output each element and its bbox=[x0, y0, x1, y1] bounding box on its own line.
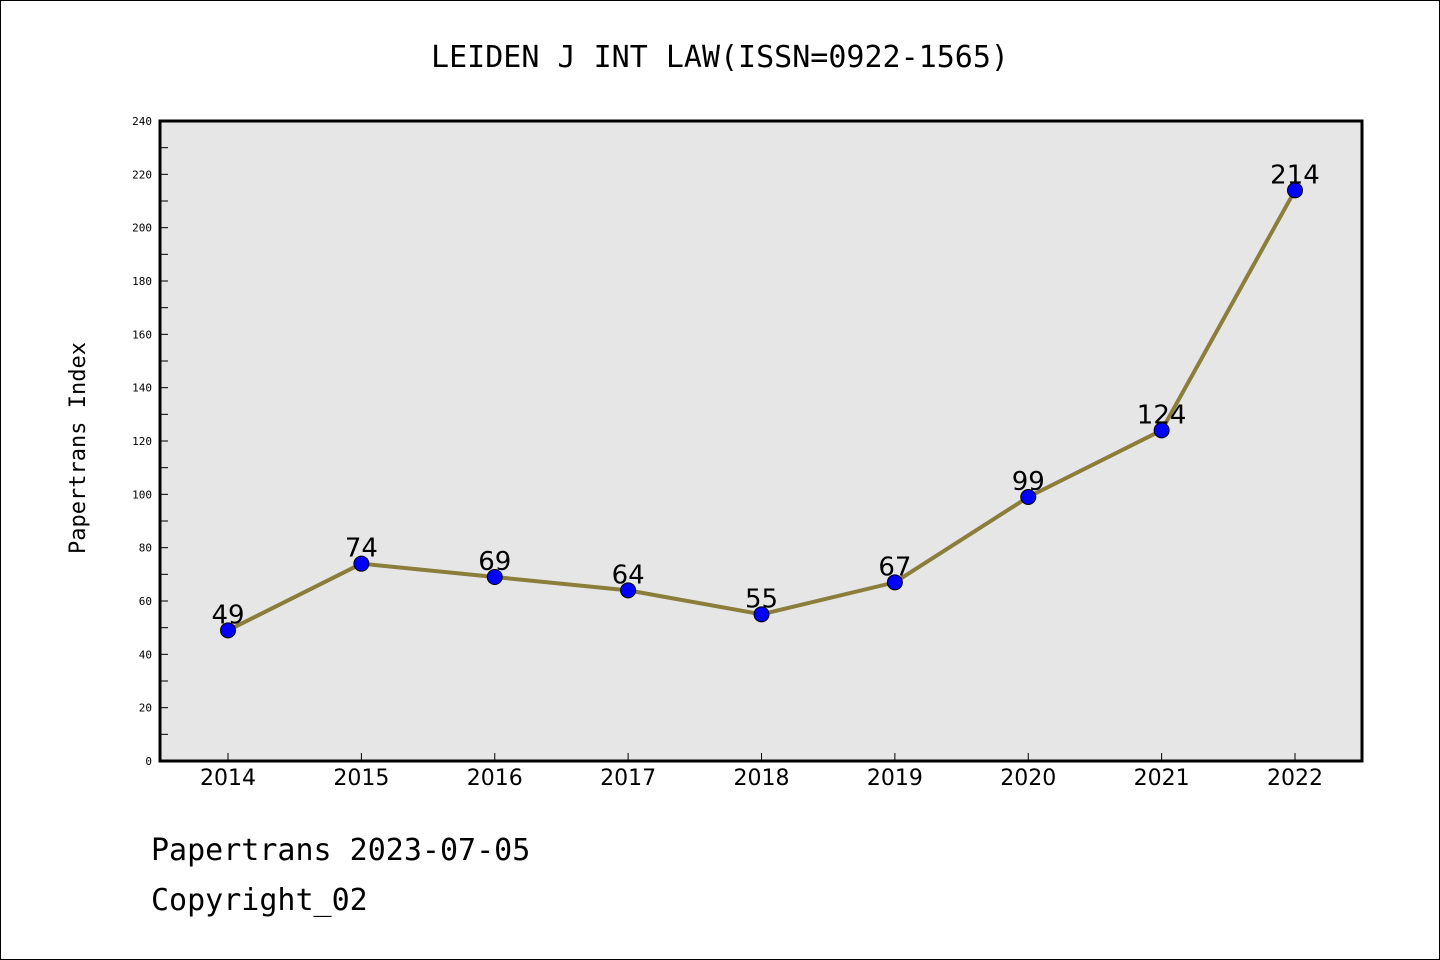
y-tick-label: 160 bbox=[132, 328, 152, 341]
y-tick-label: 60 bbox=[139, 595, 152, 608]
chart-title: LEIDEN J INT LAW(ISSN=0922-1565) bbox=[431, 40, 1009, 75]
y-tick-label: 200 bbox=[132, 222, 152, 235]
data-value-label: 55 bbox=[745, 584, 778, 614]
y-axis-label: Papertrans Index bbox=[66, 342, 91, 554]
y-tick-label: 120 bbox=[132, 435, 152, 448]
y-tick-label: 220 bbox=[132, 168, 152, 181]
x-tick-label: 2018 bbox=[734, 766, 790, 791]
data-point bbox=[220, 622, 236, 639]
y-tick-label: 80 bbox=[139, 542, 152, 555]
data-value-label: 64 bbox=[612, 560, 645, 590]
footer-copyright: Copyright_02 bbox=[151, 883, 368, 918]
x-tick-label: 2019 bbox=[867, 766, 923, 791]
x-tick-label: 2021 bbox=[1134, 766, 1190, 791]
data-point bbox=[753, 606, 770, 623]
data-value-label: 49 bbox=[211, 600, 244, 630]
data-point bbox=[1287, 182, 1303, 199]
data-value-label: 67 bbox=[878, 552, 911, 582]
y-tick-label: 100 bbox=[132, 488, 152, 501]
data-point bbox=[1020, 489, 1037, 505]
data-value-label: 99 bbox=[1012, 467, 1045, 497]
data-point bbox=[353, 555, 370, 572]
y-tick-label: 0 bbox=[145, 755, 152, 768]
x-tick-label: 2015 bbox=[333, 766, 389, 791]
data-point bbox=[486, 569, 503, 585]
data-value-label: 74 bbox=[345, 534, 378, 564]
x-tick-label: 2014 bbox=[200, 766, 256, 791]
data-point bbox=[886, 574, 903, 591]
plot-area bbox=[158, 119, 1364, 763]
y-tick-label: 20 bbox=[139, 702, 152, 715]
y-tick-label: 240 bbox=[132, 115, 152, 128]
line-chart: LEIDEN J INT LAW(ISSN=0922-1565) Papertr… bbox=[66, 40, 1364, 791]
y-tick-label: 140 bbox=[132, 382, 152, 395]
x-tick-label: 2016 bbox=[467, 766, 523, 791]
footer-date: Papertrans 2023-07-05 bbox=[151, 833, 531, 868]
x-tick-label: 2020 bbox=[1000, 766, 1056, 791]
data-value-label: 69 bbox=[478, 547, 511, 577]
data-value-label: 214 bbox=[1270, 160, 1320, 190]
data-value-label: 124 bbox=[1137, 400, 1187, 430]
x-tick-label: 2022 bbox=[1267, 766, 1323, 791]
y-tick-label: 180 bbox=[132, 275, 152, 288]
data-point bbox=[620, 582, 637, 599]
y-tick-label: 40 bbox=[139, 648, 152, 661]
x-tick-label: 2017 bbox=[600, 766, 656, 791]
data-point bbox=[1153, 422, 1170, 439]
